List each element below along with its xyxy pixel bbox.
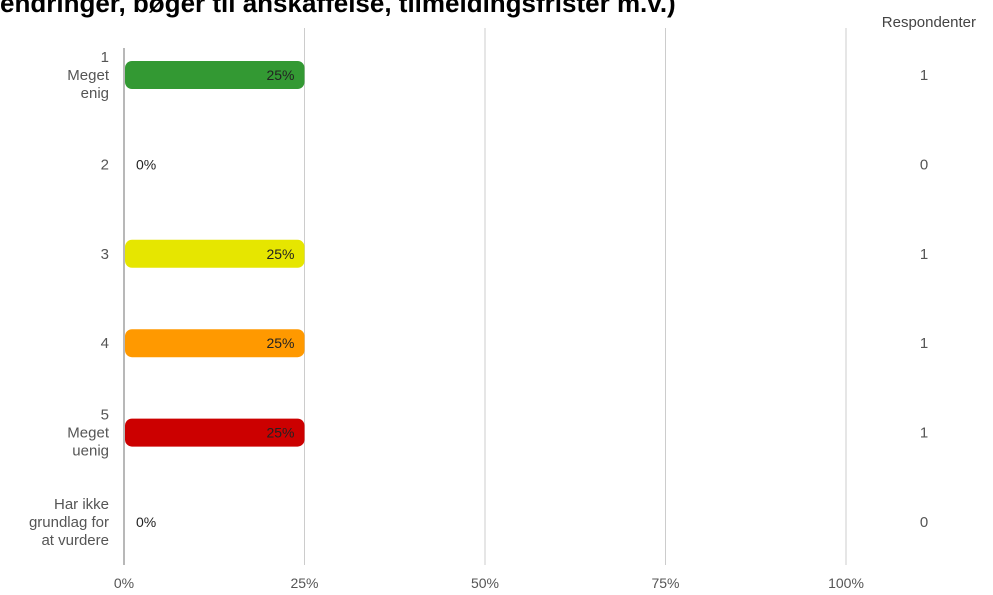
x-tick-label: 100% xyxy=(828,575,864,591)
x-tick-label: 50% xyxy=(471,575,499,591)
x-tick-label: 0% xyxy=(114,575,134,591)
category-label: Har ikke xyxy=(54,496,109,513)
category-label: grundlag for xyxy=(29,514,109,531)
x-tick-label: 75% xyxy=(651,575,679,591)
bars: 25% 0% 25% 25% 25% 0% xyxy=(125,61,305,530)
respondent-count: 0 xyxy=(920,156,928,173)
bar-value-label: 0% xyxy=(136,156,156,172)
bar-value-label: 0% xyxy=(136,514,156,530)
category-label: enig xyxy=(81,85,109,102)
category-label: 3 xyxy=(101,246,109,263)
category-label: at vurdere xyxy=(41,532,109,549)
bar-value-label: 25% xyxy=(266,425,294,441)
category-label: 2 xyxy=(101,156,109,173)
respondent-counts: 1 0 1 1 1 0 xyxy=(920,67,928,531)
category-label: 5 xyxy=(101,407,109,424)
category-label: 4 xyxy=(101,335,109,352)
respondent-count: 0 xyxy=(920,514,928,531)
bar-value-label: 25% xyxy=(266,67,294,83)
respondent-count: 1 xyxy=(920,246,928,263)
bar xyxy=(125,239,305,268)
gridlines xyxy=(304,28,847,565)
respondents-header: Respondenter xyxy=(881,14,976,31)
x-axis: 0% 25% 50% 75% 100% xyxy=(114,48,864,591)
bar xyxy=(125,329,305,358)
category-label: 1 xyxy=(101,49,109,66)
bar xyxy=(125,61,305,89)
bar-value-label: 25% xyxy=(266,246,294,262)
category-label: Meget xyxy=(67,67,110,84)
respondent-count: 1 xyxy=(920,425,928,442)
bar-value-label: 25% xyxy=(266,335,294,351)
bar xyxy=(125,418,305,447)
category-label: Meget xyxy=(67,425,110,442)
x-tick-label: 25% xyxy=(290,575,318,591)
chart-title: endringer, bøger til anskaffelse, tilmel… xyxy=(0,0,676,18)
respondent-count: 1 xyxy=(920,67,928,84)
respondent-count: 1 xyxy=(920,335,928,352)
category-label: uenig xyxy=(72,443,109,460)
